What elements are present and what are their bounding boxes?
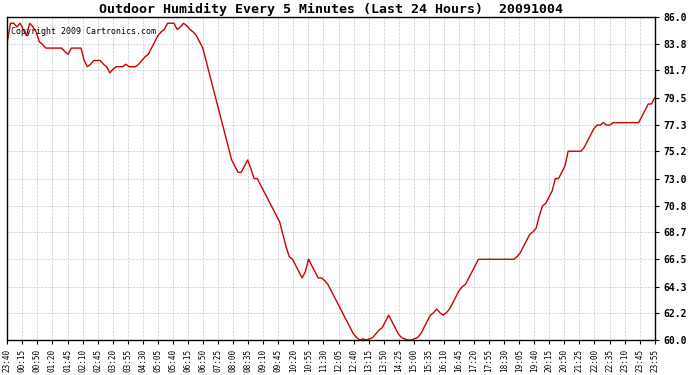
Title: Outdoor Humidity Every 5 Minutes (Last 24 Hours)  20091004: Outdoor Humidity Every 5 Minutes (Last 2… <box>99 3 563 16</box>
Text: Copyright 2009 Cartronics.com: Copyright 2009 Cartronics.com <box>10 27 155 36</box>
